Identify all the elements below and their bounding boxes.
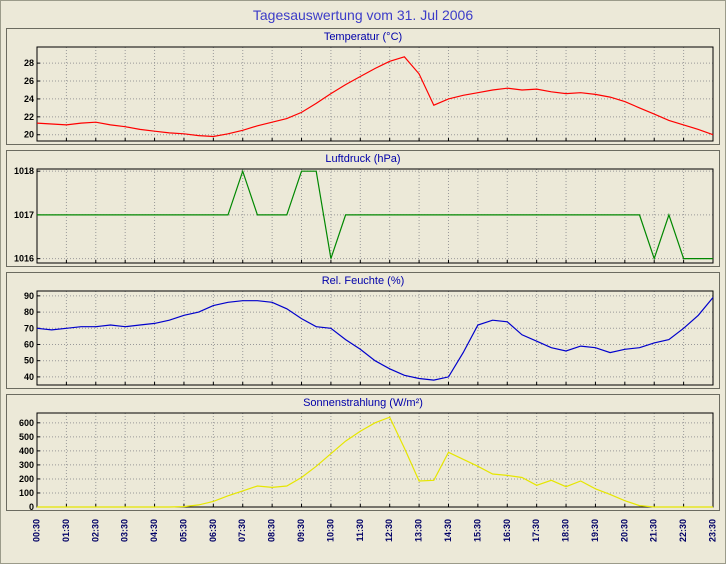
x-tick-label: 13:30	[414, 519, 424, 542]
page-title: Tagesauswertung vom 31. Jul 2006	[252, 7, 474, 23]
y-tick-label: 1016	[14, 254, 34, 264]
x-tick-label: 15:30	[472, 519, 482, 542]
x-tick-label: 01:30	[61, 519, 71, 542]
x-tick-label: 22:30	[678, 519, 688, 542]
y-tick-label: 40	[24, 372, 34, 382]
y-tick-label: 26	[24, 76, 34, 86]
x-tick-label: 23:30	[708, 519, 718, 542]
x-tick-label: 06:30	[208, 519, 218, 542]
y-tick-label: 1018	[14, 166, 34, 176]
x-tick-label: 07:30	[237, 519, 247, 542]
pressure-panel: Luftdruck (hPa) 1018 1017 1016	[6, 150, 720, 267]
x-tick-label: 14:30	[443, 519, 453, 542]
temperatur-line	[36, 56, 714, 138]
solar-radiation-panel: Sonnenstrahlung (W/m²) 600 500 400 300 200 10…	[6, 394, 720, 511]
x-tick-label: 18:30	[561, 519, 571, 542]
y-tick-label: 200	[19, 474, 34, 484]
temperature-chart-title: Temperatur (°C)	[323, 31, 403, 43]
x-axis-labels: 00:30 01:30 02:30 03:30 04:30 05:30 06:30 07:30…	[32, 519, 718, 542]
y-tick-label: 600	[19, 418, 34, 428]
x-tick-label: 17:30	[531, 519, 541, 542]
y-tick-label: 80	[24, 307, 34, 317]
temperature-chart: 28 26 24 22 20	[24, 46, 714, 142]
sonnenstrahlung-line	[37, 416, 713, 508]
x-tick-label: 02:30	[90, 519, 100, 542]
luftdruck-line	[37, 169, 713, 261]
x-tick-label: 04:30	[149, 519, 159, 542]
x-tick-label: 00:30	[32, 519, 42, 542]
x-tick-label: 20:30	[619, 519, 629, 542]
x-tick-label: 19:30	[590, 519, 600, 542]
humidity-panel: Rel. Feuchte (%) 90 80 70 60 50 40	[6, 272, 720, 389]
pressure-chart: 1018 1017 1016	[14, 166, 714, 264]
y-tick-label: 0	[29, 502, 34, 510]
y-tick-label: 22	[24, 112, 34, 122]
rel-feuchte-line	[36, 297, 714, 381]
x-tick-label: 11:30	[355, 519, 365, 542]
x-tick-label: 03:30	[120, 519, 130, 542]
y-tick-label: 90	[24, 291, 34, 301]
y-tick-label: 20	[24, 130, 34, 140]
y-tick-label: 24	[24, 94, 34, 104]
temperature-panel: Temperatur (°C) 28 26 24 22 20	[6, 28, 720, 145]
y-tick-label: 1017	[14, 210, 34, 220]
humidity-chart-title: Rel. Feuchte (%)	[321, 275, 405, 287]
y-tick-label: 28	[24, 58, 34, 68]
x-tick-label: 21:30	[649, 519, 659, 542]
y-tick-label: 500	[19, 432, 34, 442]
pressure-chart-title: Luftdruck (hPa)	[325, 153, 401, 165]
x-tick-label: 16:30	[502, 519, 512, 542]
y-tick-label: 60	[24, 339, 34, 349]
y-tick-label: 400	[19, 446, 34, 456]
solar-radiation-chart: 600 500 400 300 200 100 0	[19, 412, 714, 510]
solar-radiation-chart-title: Sonnenstrahlung (W/m²)	[303, 397, 423, 409]
x-tick-label: 09:30	[296, 519, 306, 542]
y-tick-label: 70	[24, 323, 34, 333]
y-tick-label: 300	[19, 460, 34, 470]
humidity-chart: 90 80 70 60 50 40	[24, 290, 714, 386]
x-tick-label: 10:30	[325, 519, 335, 542]
y-tick-label: 100	[19, 488, 34, 498]
y-tick-label: 50	[24, 356, 34, 366]
x-tick-label: 05:30	[178, 519, 188, 542]
x-tick-label: 12:30	[384, 519, 394, 542]
x-tick-label: 08:30	[267, 519, 277, 542]
